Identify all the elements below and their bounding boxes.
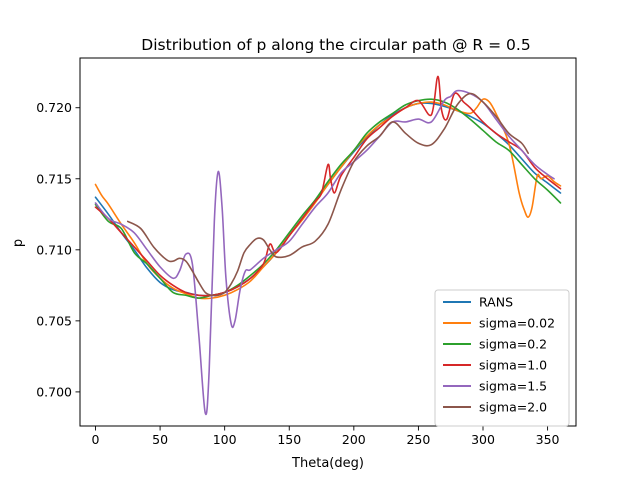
chart-title: Distribution of p along the circular pat… — [141, 36, 530, 54]
y-tick-label: 0.720 — [36, 100, 72, 115]
legend-label: sigma=0.02 — [479, 316, 555, 331]
legend: RANS sigma=0.02 sigma=0.2 sigma=1.0 sigma=1.… — [434, 289, 570, 427]
y-tick-label: 0.700 — [36, 384, 72, 399]
y-tick-label: 0.715 — [36, 171, 72, 186]
x-tick-label: 0 — [92, 432, 100, 447]
ticks-layer: 0 50 100 150 200 250 300 350 0.700 0.705 0.710 0.71… — [36, 100, 559, 447]
legend-label: sigma=0.2 — [479, 337, 547, 352]
y-tick-label: 0.710 — [36, 242, 72, 257]
legend-label: RANS — [479, 295, 513, 310]
plot-area-frame — [79, 57, 577, 427]
legend-label: sigma=2.0 — [479, 400, 547, 415]
x-tick-label: 100 — [213, 432, 237, 447]
x-tick-label: 250 — [406, 432, 430, 447]
y-axis-label: p — [11, 239, 26, 247]
x-axis-label: Theta(deg) — [291, 456, 364, 471]
series-layer — [94, 75, 562, 416]
series-line-1 — [94, 98, 562, 300]
x-tick-label: 300 — [471, 432, 495, 447]
x-tick-label: 200 — [342, 432, 366, 447]
x-tick-label: 150 — [277, 432, 301, 447]
series-line-2 — [94, 98, 562, 299]
y-tick-label: 0.705 — [36, 313, 72, 328]
x-tick-label: 350 — [536, 432, 560, 447]
legend-label: sigma=1.5 — [479, 379, 547, 394]
series-line-5 — [126, 92, 530, 297]
x-tick-label: 50 — [152, 432, 168, 447]
legend-label: sigma=1.0 — [479, 358, 547, 373]
